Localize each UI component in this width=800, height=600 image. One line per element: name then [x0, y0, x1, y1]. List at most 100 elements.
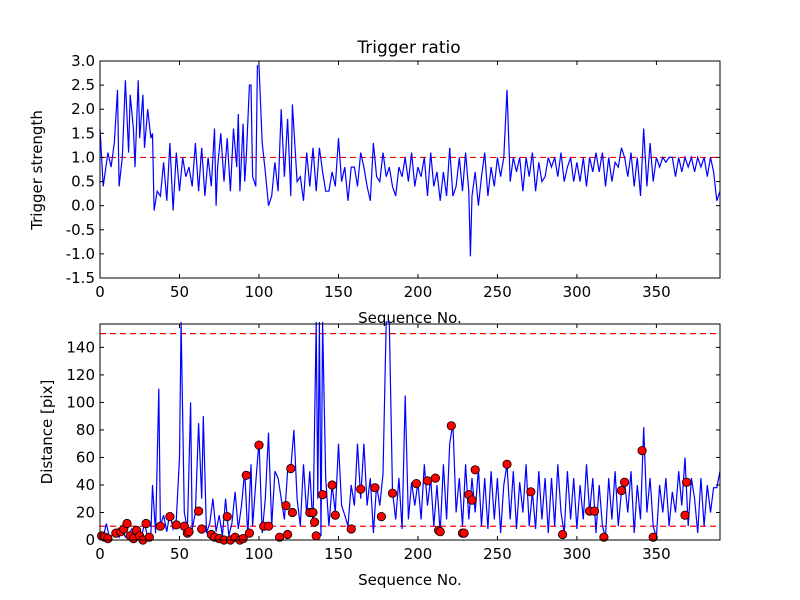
- plot-frame: [99, 60, 721, 279]
- data-marker: [346, 524, 356, 534]
- data-marker: [502, 459, 512, 469]
- x-axis-label: Sequence No.: [358, 571, 462, 589]
- series-line: [99, 65, 721, 257]
- data-marker: [356, 484, 366, 494]
- data-marker: [411, 478, 421, 489]
- x-tick-label: 50: [170, 283, 189, 301]
- top-chart: Trigger ratio 0 50 100 150 200 250 300 350 -1.5…: [28, 38, 721, 327]
- data-marker: [430, 473, 440, 483]
- x-tick-label: 350: [642, 545, 671, 563]
- x-tick-label: 50: [170, 545, 189, 563]
- x-tick-label: 150: [324, 283, 353, 301]
- y-axis-label: Trigger strength: [28, 110, 46, 231]
- y-tick-label: 3.0: [71, 52, 95, 70]
- data-marker: [141, 518, 151, 529]
- data-marker: [197, 524, 207, 534]
- y-tick-label: -0.5: [66, 221, 95, 239]
- y-tick-label: 40: [76, 476, 95, 494]
- data-marker: [648, 532, 658, 542]
- data-marker: [557, 529, 568, 540]
- x-tick-label: 250: [483, 283, 512, 301]
- y-ticks: 0 20 40 60 80 100 120 140: [66, 338, 720, 549]
- x-ticks: 0 50 100 150 200 250 300 350: [95, 324, 671, 563]
- data-marker: [184, 527, 194, 537]
- data-marker: [238, 533, 248, 544]
- data-marker: [309, 517, 320, 527]
- x-ticks: 0 50 100 150 200 250 300 350: [95, 61, 671, 301]
- marker-points: [97, 421, 692, 545]
- x-tick-label: 150: [324, 545, 353, 563]
- data-marker: [422, 476, 433, 486]
- data-marker: [308, 507, 318, 518]
- x-tick-label: 300: [563, 545, 592, 563]
- data-marker: [122, 518, 132, 529]
- data-marker: [274, 532, 285, 542]
- chart-title: Trigger ratio: [356, 38, 460, 58]
- x-tick-label: 0: [95, 545, 105, 563]
- data-marker: [616, 485, 627, 496]
- data-marker: [599, 532, 609, 542]
- y-tick-label: 140: [66, 338, 95, 356]
- y-tick-label: 0.5: [71, 173, 95, 191]
- data-marker: [244, 528, 254, 538]
- y-tick-label: -1.0: [66, 245, 95, 263]
- data-marker: [222, 511, 232, 522]
- x-tick-label: 250: [483, 545, 512, 563]
- y-tick-label: 2.5: [71, 76, 95, 94]
- data-marker: [387, 488, 398, 498]
- y-tick-label: 1.0: [71, 148, 95, 166]
- data-marker: [311, 531, 321, 541]
- data-marker: [254, 440, 264, 450]
- data-marker: [681, 477, 692, 487]
- y-tick-label: 0: [85, 531, 95, 549]
- data-marker: [435, 527, 445, 537]
- x-tick-label: 0: [95, 283, 105, 301]
- data-marker: [330, 510, 340, 520]
- data-marker: [155, 521, 165, 531]
- plot-frame: [99, 323, 721, 541]
- y-tick-label: 2.0: [71, 100, 95, 118]
- y-tick-label: 60: [76, 448, 95, 466]
- data-marker: [286, 463, 296, 474]
- y-axis-label: Distance [pix]: [38, 380, 56, 485]
- y-tick-label: 1.5: [71, 124, 95, 142]
- data-marker: [526, 487, 536, 497]
- x-tick-label: 200: [404, 283, 433, 301]
- data-marker: [619, 477, 630, 487]
- data-marker: [282, 529, 293, 540]
- data-marker: [171, 520, 181, 530]
- trigger-strength-line: [99, 65, 721, 257]
- y-tick-label: 20: [76, 503, 95, 521]
- data-marker: [287, 507, 297, 518]
- data-marker: [459, 528, 469, 538]
- distance-line: [99, 321, 721, 540]
- data-marker: [103, 533, 113, 544]
- x-tick-label: 100: [245, 545, 274, 563]
- y-tick-label: 120: [66, 366, 95, 384]
- x-tick-label: 200: [404, 545, 433, 563]
- x-tick-label: 350: [642, 283, 671, 301]
- data-marker: [376, 511, 386, 522]
- data-marker: [446, 421, 456, 431]
- data-marker: [281, 500, 291, 511]
- x-tick-label: 300: [563, 283, 592, 301]
- data-marker: [317, 489, 328, 500]
- y-tick-label: 0.0: [71, 197, 95, 215]
- data-marker: [241, 470, 251, 480]
- data-marker: [637, 445, 647, 456]
- data-marker: [470, 465, 480, 475]
- data-marker: [165, 511, 175, 522]
- data-marker: [467, 495, 477, 505]
- data-marker: [194, 506, 204, 516]
- y-tick-label: 100: [66, 393, 95, 411]
- data-marker: [680, 510, 690, 520]
- data-marker: [327, 480, 337, 490]
- y-tick-label: 80: [76, 421, 95, 439]
- x-tick-label: 100: [245, 283, 274, 301]
- data-marker: [263, 521, 274, 531]
- data-marker: [589, 506, 600, 516]
- bottom-chart: 0 50 100 150 200 250 300 350 0 20 40 60 80 100 120 140…: [38, 321, 721, 589]
- series-line: [99, 321, 721, 540]
- y-ticks: -1.5 -1.0 -0.5 0.0 0.5 1.0 1.5 2.0 2.5 3.0: [66, 52, 720, 287]
